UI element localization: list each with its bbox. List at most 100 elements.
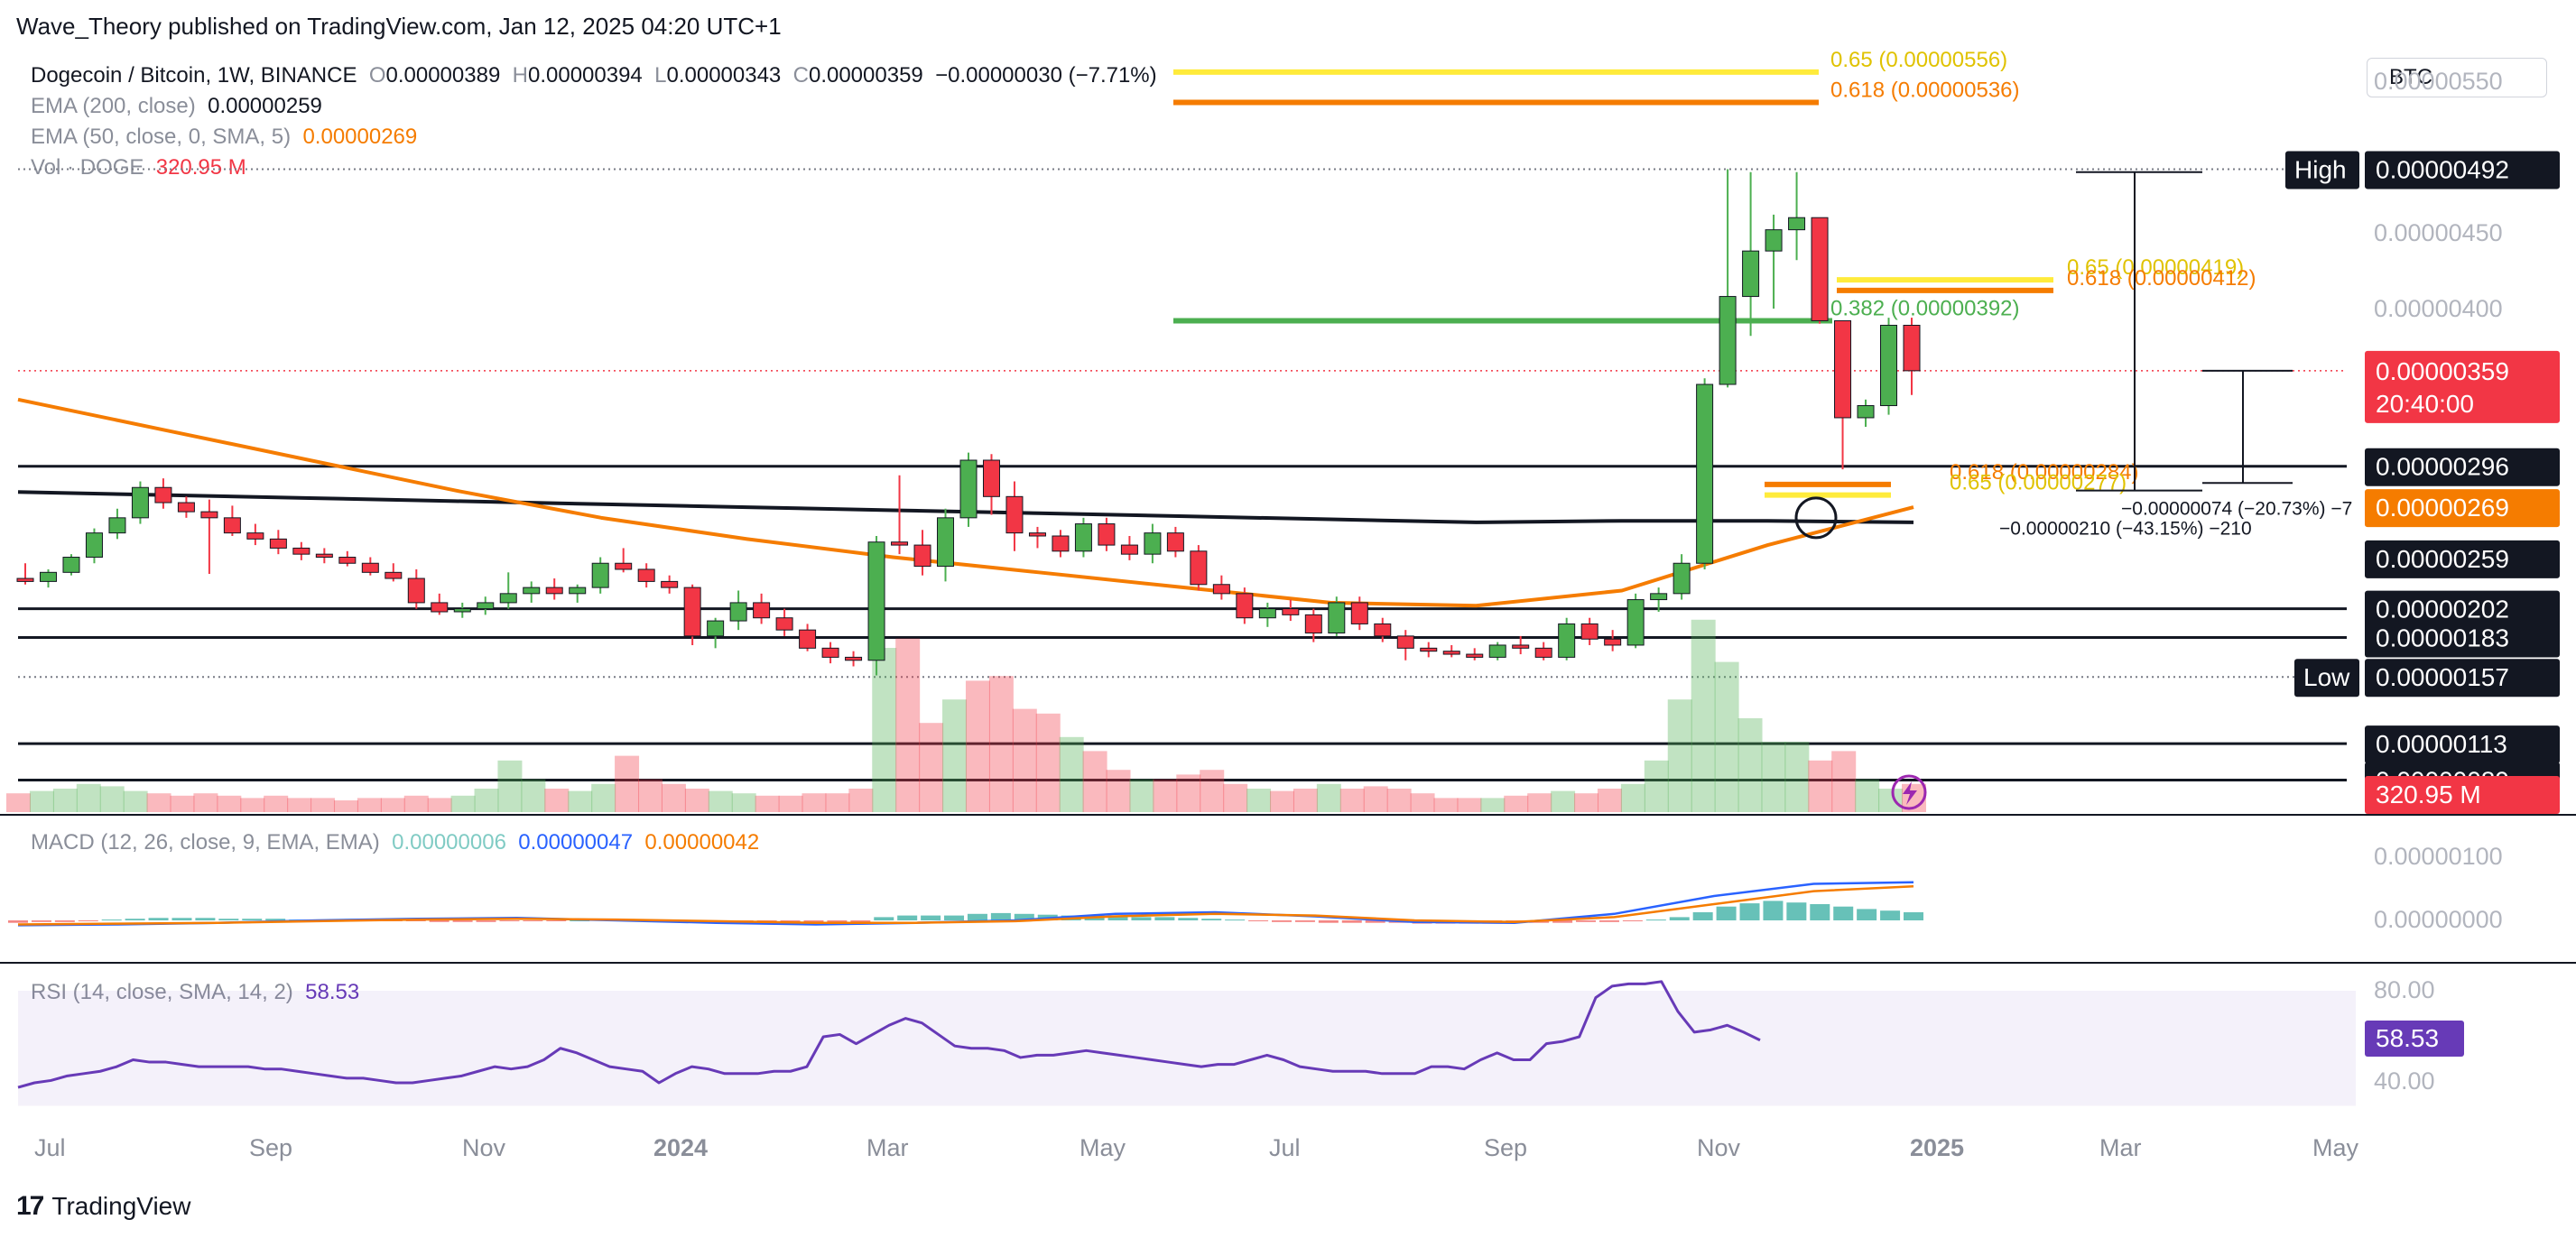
candle-body <box>1903 324 1921 372</box>
x-tick-label: May <box>1080 1134 1126 1161</box>
candle-body <box>1558 623 1576 658</box>
volume-bar <box>1457 798 1482 812</box>
rsi-tag-bg <box>2365 1021 2464 1057</box>
candle-body <box>637 568 655 582</box>
volume-bar <box>731 793 756 812</box>
candle-body <box>569 587 587 595</box>
macd-legend[interactable]: MACD (12, 26, close, 9, EMA, EMA) 0.0000… <box>31 830 759 855</box>
candle-body <box>1212 584 1230 595</box>
candle-body <box>1650 593 1668 601</box>
fib-0618-upper-label: 0.618 (0.00000536) <box>1830 79 2020 103</box>
macd-histogram-bar <box>944 915 965 920</box>
volume-bar <box>52 789 78 812</box>
candle-body <box>1144 532 1162 555</box>
candle-body <box>1328 602 1346 634</box>
macd-histogram-bar <box>570 920 590 921</box>
macd-pane <box>8 881 1923 927</box>
ema200-value: 0.00000259 <box>208 94 322 118</box>
rsi-legend[interactable]: RSI (14, close, SMA, 14, 2) 58.53 <box>31 980 359 1005</box>
candle-body <box>108 517 126 534</box>
ema50-price-tag-bg <box>2365 489 2560 528</box>
x-tick-label: Jul <box>34 1134 66 1161</box>
candle-body <box>131 486 149 519</box>
candle-body <box>1788 217 1806 231</box>
volume-bar <box>1527 793 1552 812</box>
volume-bar <box>1808 760 1833 812</box>
volume-bar <box>6 793 31 812</box>
macd-histogram-bar <box>1576 920 1597 922</box>
volume-legend[interactable]: Vol · DOGE 320.95 M <box>31 155 246 180</box>
change-value: −0.00000030 (−7.71%) <box>935 63 1157 88</box>
y-tick-label: 0.00000550 <box>2374 68 2503 95</box>
candle-body <box>1074 523 1092 552</box>
macd-histogram-bar <box>452 920 473 922</box>
macd-histogram-bar <box>1107 916 1128 920</box>
macd-signal-value: 0.00000042 <box>644 830 760 855</box>
candle-body <box>591 562 609 588</box>
level-tag-3: 0.00000183 <box>2376 624 2509 652</box>
ema50-legend[interactable]: EMA (50, close, 0, SMA, 5) 0.00000269 <box>31 125 417 150</box>
candle-body <box>753 602 771 619</box>
volume-bar <box>193 793 218 812</box>
volume-bar <box>1855 779 1880 812</box>
currency-button[interactable]: BTC <box>2367 58 2547 97</box>
volume-bar <box>310 798 336 812</box>
pane-divider-macd[interactable] <box>0 814 2576 816</box>
macd-histogram-bar <box>101 919 122 921</box>
volume-bar <box>802 793 827 812</box>
macd-line <box>17 881 1914 927</box>
volume-bar <box>1386 789 1412 812</box>
volume-bar <box>474 789 499 812</box>
low-label: Low <box>2303 663 2350 691</box>
x-tick-label: 2024 <box>653 1134 708 1161</box>
candle-body <box>982 459 1000 497</box>
candle-body <box>1857 405 1875 419</box>
macd-histogram-bar <box>1248 920 1269 921</box>
candle-body <box>223 517 241 534</box>
macd-histogram-bar <box>1131 917 1152 920</box>
rsi-tag: 58.53 <box>2376 1024 2439 1052</box>
volume-bar <box>615 755 640 812</box>
candle-body <box>1052 535 1070 552</box>
candle-body <box>845 656 863 661</box>
candle-body <box>1304 614 1322 634</box>
low-label: L <box>654 63 667 88</box>
candle-body <box>683 587 701 637</box>
lightning-icon <box>1891 774 1927 810</box>
candle-body <box>1166 532 1184 552</box>
candle-body <box>1374 623 1392 637</box>
candle-body <box>1442 651 1460 655</box>
candle-body <box>453 608 471 613</box>
macd-histogram-bar <box>1598 920 1619 922</box>
volume-bar <box>1714 661 1739 812</box>
candle-body <box>523 587 541 595</box>
macd-histogram-bar <box>1154 917 1175 920</box>
measure-label-1: −0.00000074 (−20.73%) −7 <box>2121 498 2352 519</box>
ema200-legend[interactable]: EMA (200, close) 0.00000259 <box>31 94 322 119</box>
countdown-tag: 20:40:00 <box>2376 390 2474 418</box>
volume-tag: 320.95 M <box>2376 781 2481 808</box>
volume-bar <box>708 790 733 812</box>
volume-bar <box>1667 699 1692 812</box>
macd-histogram-bar <box>8 920 28 923</box>
candle-body <box>1028 532 1046 537</box>
candle-body <box>269 538 287 549</box>
volume-bar <box>591 783 616 812</box>
brand-name: TradingView <box>51 1192 191 1220</box>
volume-bar <box>497 760 523 812</box>
fib-0382-label: 0.382 (0.00000392) <box>1830 296 2020 320</box>
volume-bar <box>29 790 54 812</box>
candle-body <box>1534 647 1552 658</box>
volume-bar <box>965 680 990 812</box>
candle-body <box>1512 644 1530 649</box>
candle-body <box>1190 550 1208 586</box>
x-tick-label: 2025 <box>1910 1134 1964 1161</box>
candle-body <box>85 532 103 559</box>
pane-divider-rsi[interactable] <box>0 962 2576 964</box>
volume-bar <box>403 795 429 812</box>
macd-histogram-bar <box>1294 920 1315 922</box>
macd-histogram-bar <box>1225 919 1246 921</box>
ema50-label: EMA (50, close, 0, SMA, 5) <box>31 125 292 149</box>
macd-histogram-bar <box>921 915 941 920</box>
